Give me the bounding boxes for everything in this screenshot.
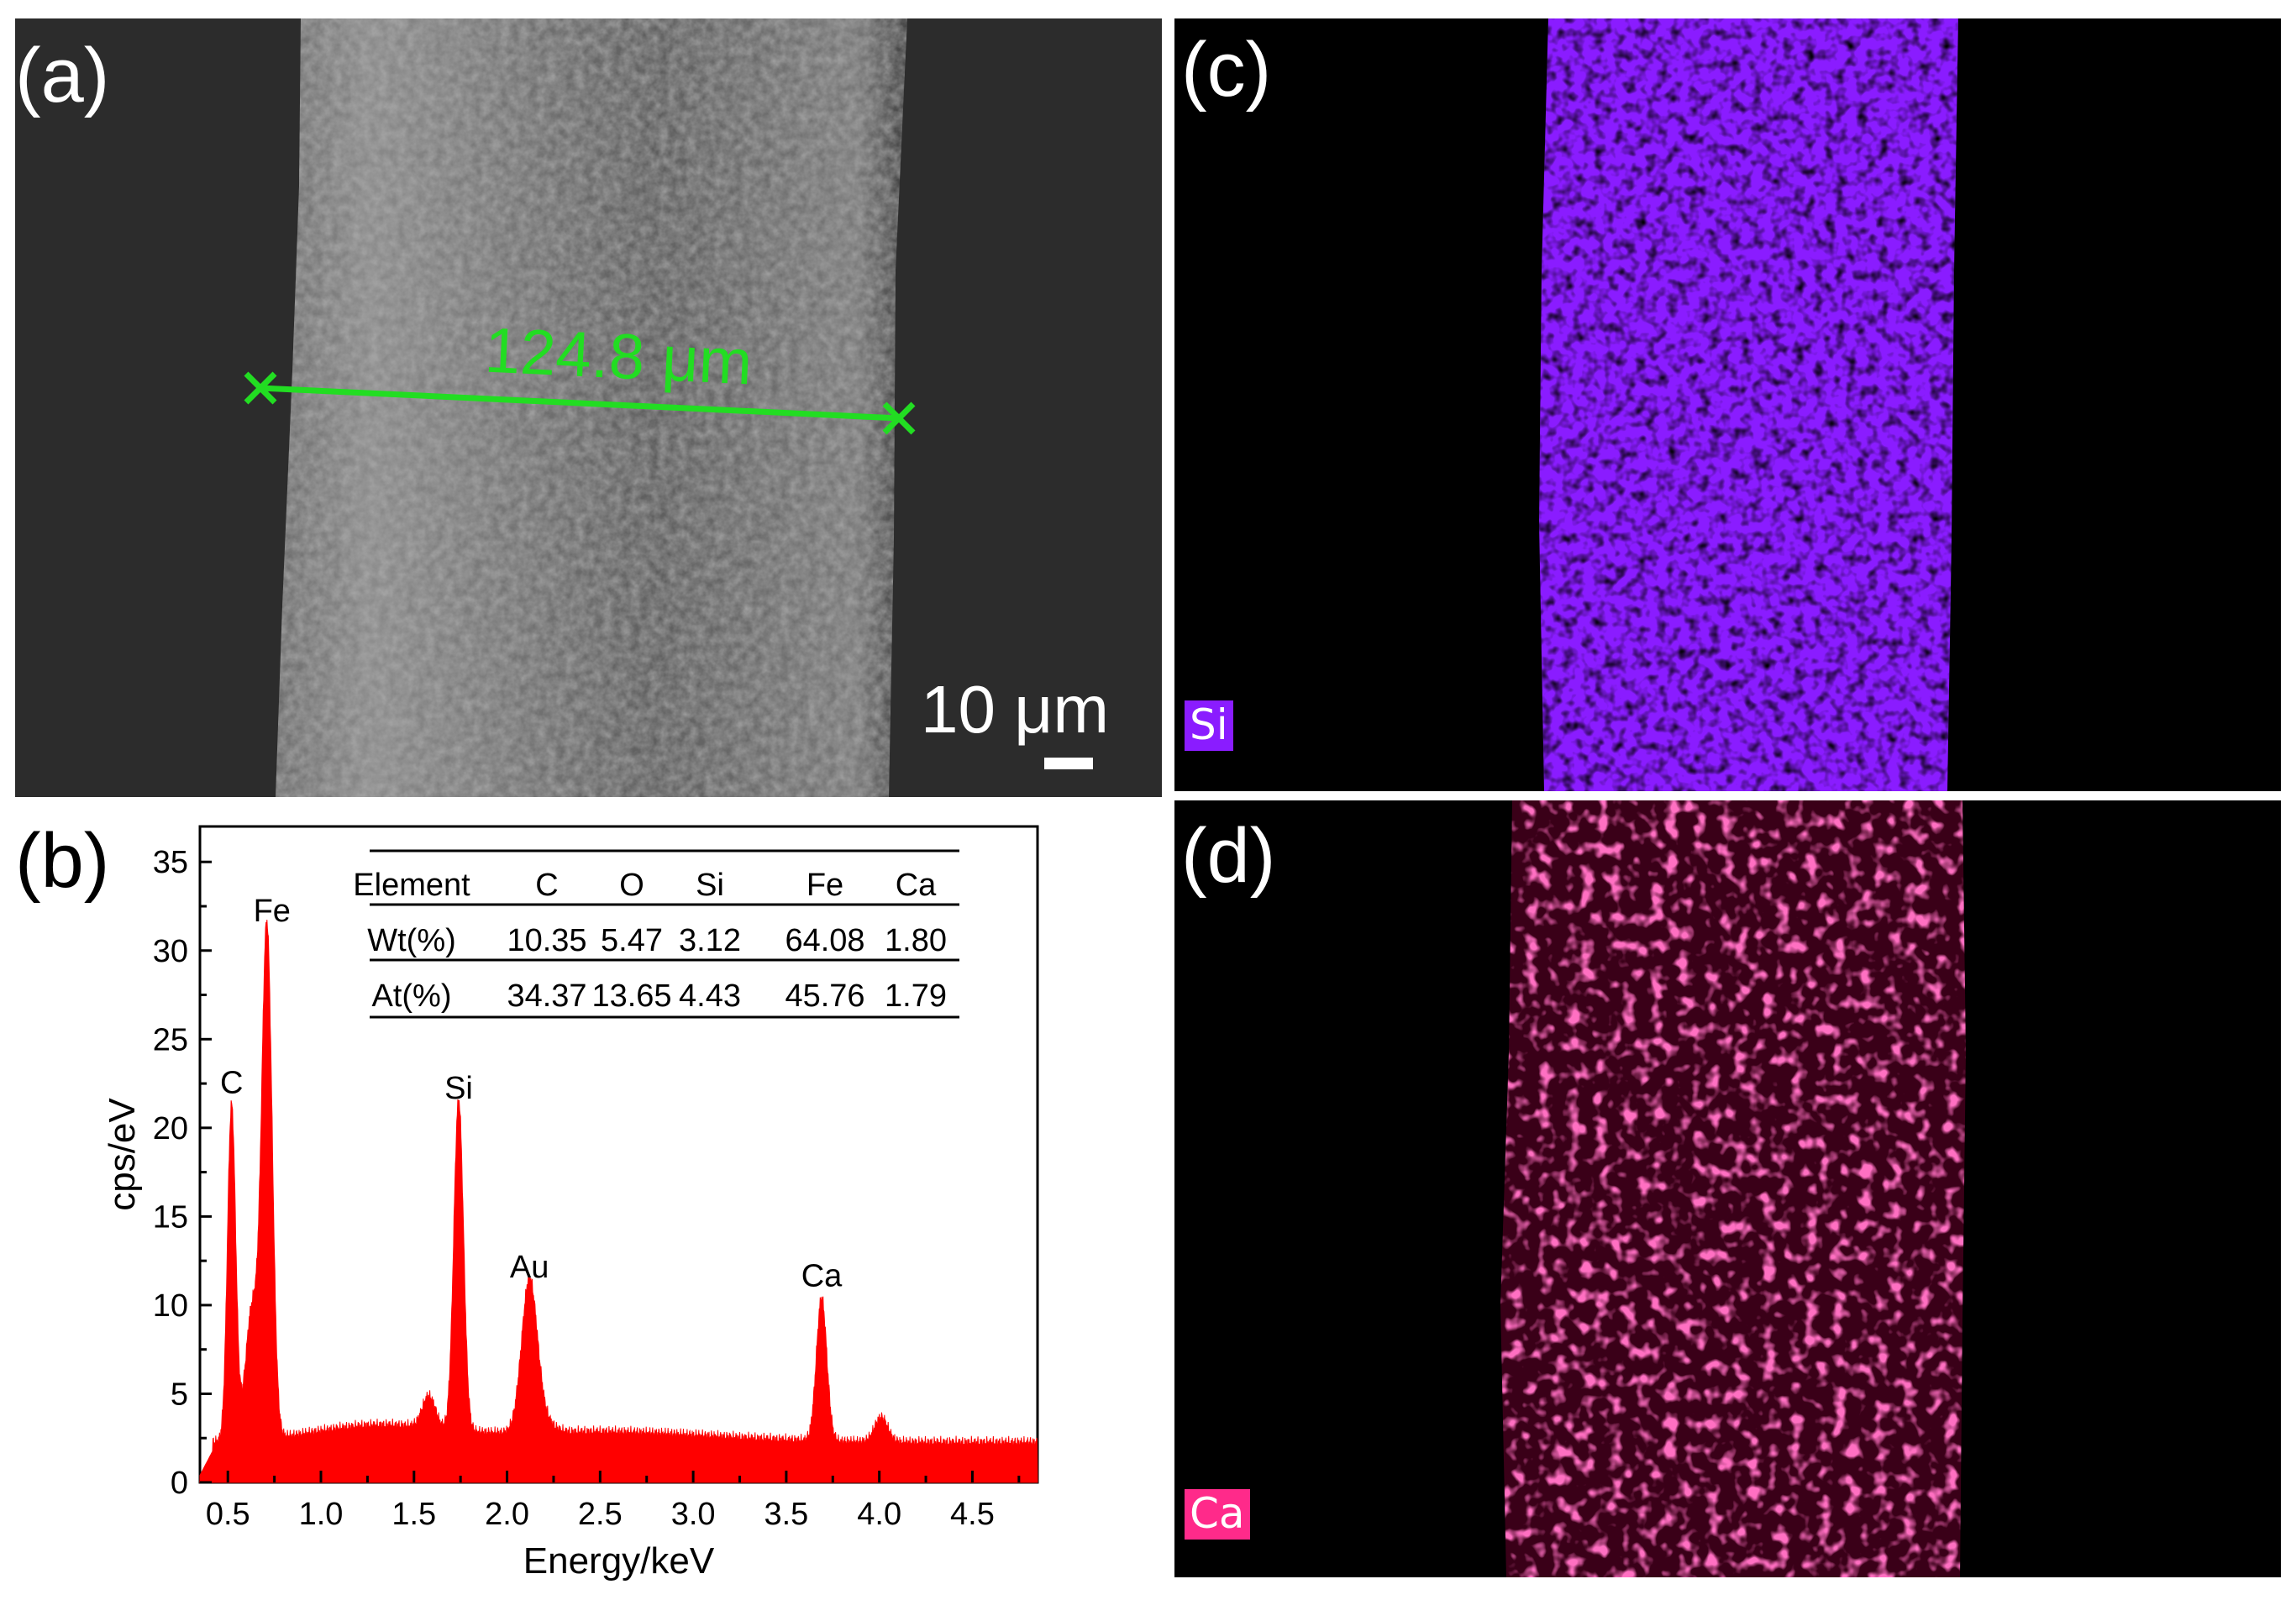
table-cell: 10.35 — [507, 923, 586, 958]
y-tick-label: 5 — [171, 1377, 188, 1412]
panel-b-letter: (b) — [15, 818, 110, 904]
table-header-cell: Si — [696, 868, 724, 903]
y-tick-label: 0 — [171, 1466, 188, 1501]
table-header-cell: O — [619, 868, 644, 903]
sem-image-panel: 124.8 μm 10 μm (a) — [15, 18, 1162, 797]
table-cell: 4.43 — [679, 978, 741, 1014]
table-cell: 45.76 — [785, 978, 864, 1014]
peak-label-si: Si — [444, 1071, 473, 1106]
spectrum-series — [199, 920, 1038, 1483]
measurement-label: 124.8 μm — [483, 315, 754, 399]
x-tick-label: 3.5 — [764, 1497, 808, 1532]
table-cell: 5.47 — [601, 923, 663, 958]
panel-c-letter: (c) — [1181, 27, 1272, 113]
peak-label-c: C — [220, 1066, 243, 1101]
x-tick-label: 2.5 — [578, 1497, 623, 1532]
eds-spectrum-chart: 0.5 1.0 1.5 2.0 2.5 3.0 3.5 4.0 4.5 0 5 10 15 20 25 30… — [102, 825, 1039, 1582]
panel-a-letter: (a) — [15, 33, 110, 118]
table-cell: 13.65 — [591, 978, 671, 1014]
peak-label-ca: Ca — [801, 1259, 843, 1294]
panel-d-letter: (d) — [1181, 813, 1276, 899]
peak-labels: C Fe Si Au Ca — [220, 894, 843, 1294]
si-map-panel: (c) Si — [1174, 18, 2281, 791]
x-axis-ticks: 0.5 1.0 1.5 2.0 2.5 3.0 3.5 4.0 4.5 — [206, 1471, 1021, 1532]
table-cell: 34.37 — [507, 978, 586, 1014]
table-cell: Wt(%) — [367, 923, 456, 958]
table-header-cell: Ca — [896, 868, 937, 903]
composition-table: Element C O Si Fe Ca Wt(%) 10.35 5.47 3.12 64.08 1.… — [353, 849, 959, 1019]
table-header-cell: Fe — [806, 868, 843, 903]
y-tick-label: 35 — [153, 845, 188, 880]
table-header-cell: C — [535, 868, 558, 903]
y-axis-ticks: 0 5 10 15 20 25 30 35 — [153, 845, 212, 1501]
y-tick-label: 25 — [153, 1022, 188, 1057]
y-tick-label: 20 — [153, 1111, 188, 1146]
y-tick-label: 15 — [153, 1199, 188, 1235]
table-cell: 3.12 — [679, 923, 741, 958]
x-axis-label: Energy/keV — [523, 1540, 715, 1582]
y-axis-label: cps/eV — [102, 1098, 143, 1211]
eds-spectrum-panel: 0.5 1.0 1.5 2.0 2.5 3.0 3.5 4.0 4.5 0 5 10 15 20 25 30… — [0, 802, 1050, 1600]
table-cell: At(%) — [372, 978, 452, 1014]
ca-map-panel: (d) Ca — [1174, 800, 2281, 1577]
scale-bar-label: 10 μm — [921, 672, 1109, 747]
peak-label-au: Au — [510, 1250, 549, 1285]
ca-element-tag: Ca — [1185, 1489, 1250, 1540]
y-tick-label: 30 — [153, 934, 188, 969]
table-cell: 1.79 — [885, 978, 947, 1014]
peak-label-fe: Fe — [254, 894, 291, 929]
table-header-cell: Element — [353, 868, 470, 903]
x-tick-label: 4.0 — [857, 1497, 901, 1532]
sem-image: 124.8 μm 10 μm — [15, 18, 1162, 797]
table-cell: 1.80 — [885, 923, 947, 958]
x-tick-label: 0.5 — [206, 1497, 250, 1532]
x-tick-label: 2.0 — [485, 1497, 529, 1532]
measurement-line — [244, 371, 916, 435]
y-tick-label: 10 — [153, 1288, 188, 1324]
table-cell: 64.08 — [785, 923, 864, 958]
si-map-image — [1174, 18, 2281, 791]
si-element-tag: Si — [1185, 700, 1233, 751]
x-tick-label: 4.5 — [950, 1497, 995, 1532]
scale-bar — [1044, 758, 1093, 769]
ca-map-image — [1174, 800, 2281, 1577]
x-tick-label: 1.0 — [299, 1497, 344, 1532]
x-tick-label: 1.5 — [391, 1497, 436, 1532]
x-tick-label: 3.0 — [671, 1497, 716, 1532]
